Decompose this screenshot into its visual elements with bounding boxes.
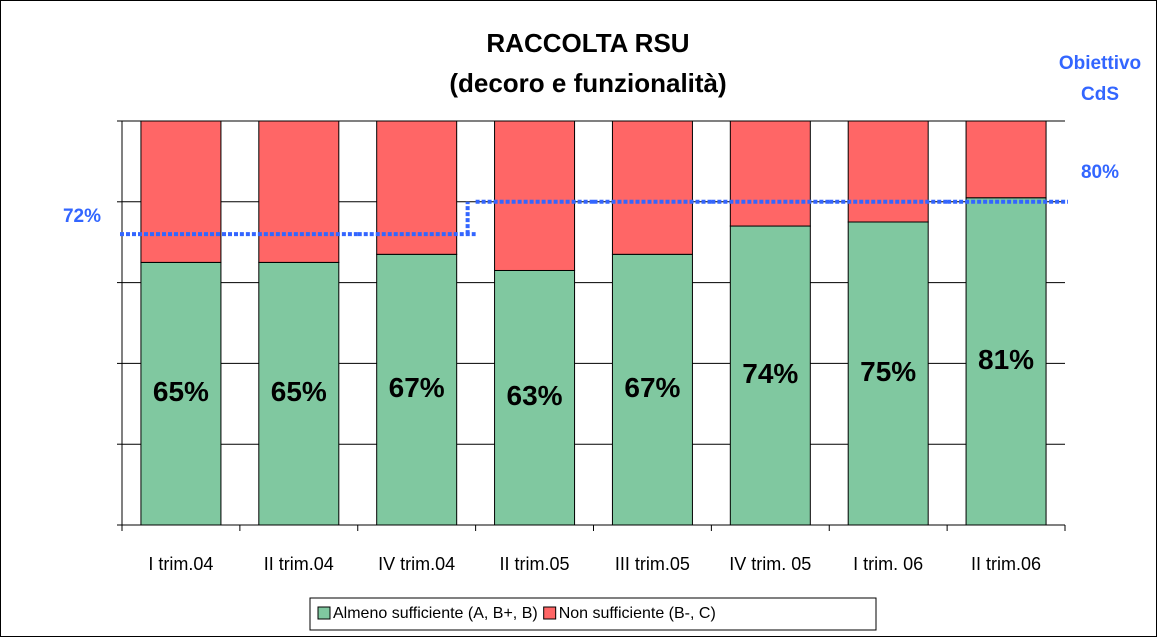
bar-segment: [965, 197, 1047, 526]
bar-segment: [847, 221, 929, 526]
target-name: Obiettivo: [1059, 53, 1141, 74]
bar-segment: [494, 269, 576, 526]
legend-box: [309, 597, 877, 631]
bar-segment: [611, 253, 693, 526]
bar-segment: [611, 120, 693, 255]
x-tick-label: II trim.05: [500, 554, 570, 574]
x-tick-label: II trim.06: [971, 554, 1041, 574]
bar-segment: [376, 120, 458, 255]
data-label: 65%: [153, 376, 209, 407]
bar-segment: [729, 120, 811, 227]
target-name: CdS: [1081, 84, 1119, 105]
bar-segment: [847, 120, 929, 223]
bar-segment: [729, 225, 811, 526]
data-label: 81%: [978, 344, 1034, 375]
data-label: 67%: [389, 372, 445, 403]
target-start-label: 72%: [63, 206, 101, 227]
chart-subtitle: (decoro e funzionalità): [449, 68, 726, 98]
data-label: 65%: [271, 376, 327, 407]
target-end-label: 80%: [1081, 162, 1119, 183]
bar-segment: [258, 261, 340, 526]
data-label: 63%: [507, 380, 563, 411]
bar-segment: [494, 120, 576, 271]
bar-segment: [140, 120, 222, 263]
x-tick-label: I trim. 06: [853, 554, 923, 574]
x-tick-label: IV trim.04: [378, 554, 455, 574]
data-label: 67%: [624, 372, 680, 403]
bar-segment: [140, 261, 222, 526]
bar-segment: [965, 120, 1047, 199]
data-label: 74%: [742, 358, 798, 389]
x-tick-label: I trim.04: [148, 554, 213, 574]
bar-segment: [258, 120, 340, 263]
x-tick-label: IV trim. 05: [729, 554, 811, 574]
x-tick-label: II trim.04: [264, 554, 334, 574]
data-label: 75%: [860, 356, 916, 387]
chart-title: RACCOLTA RSU: [486, 28, 689, 58]
x-tick-label: III trim.05: [615, 554, 690, 574]
legend-label: Almeno sufficiente (A, B+, B): [333, 605, 538, 622]
legend-label: Non sufficiente (B-, C): [559, 605, 716, 622]
legend-swatch: [543, 606, 557, 620]
bar-segment: [376, 253, 458, 526]
legend-swatch: [317, 606, 331, 620]
